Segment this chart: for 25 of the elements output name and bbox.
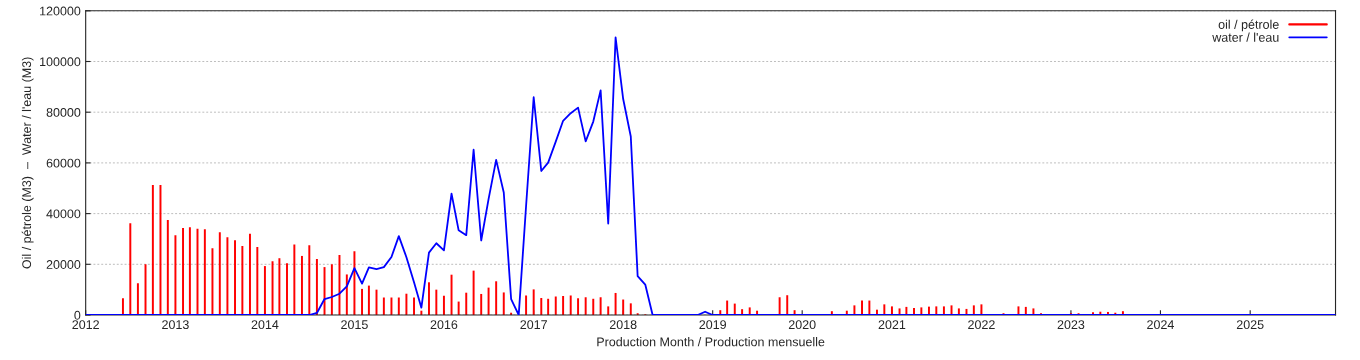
x-tick-label: 2024 [1147, 320, 1174, 330]
x-tick-label: 2014 [251, 320, 279, 330]
y-tick-label: 100000 [40, 57, 81, 67]
y-axis-title: Oil / pétrole (M3) – Water / l'eau (M3) [21, 57, 34, 269]
legend-label: water / l'eau [1212, 32, 1279, 42]
x-tick-label: 2023 [1057, 320, 1085, 330]
x-tick-label: 2025 [1236, 320, 1264, 330]
x-tick-label: 2013 [162, 320, 189, 330]
y-tick-label: 20000 [46, 260, 81, 269]
y-tick-label: 60000 [46, 158, 81, 168]
x-tick-label: 2015 [341, 320, 368, 330]
x-tick-label: 2022 [968, 320, 995, 330]
x-tick-label: 2017 [520, 320, 547, 330]
x-tick-label: 2019 [699, 320, 726, 330]
x-tick-label: 2020 [788, 320, 816, 330]
y-tick-label: 0 [74, 310, 81, 320]
y-tick-label: 40000 [46, 209, 81, 219]
x-axis-title: Production Month / Production mensuelle [597, 337, 825, 347]
x-tick-label: 2016 [430, 320, 458, 330]
legend-label: oil / pétrole [1218, 19, 1279, 32]
x-tick-label: 2021 [878, 320, 906, 330]
y-tick-label: 120000 [40, 6, 81, 16]
x-tick-label: 2012 [72, 320, 99, 330]
y-tick-label: 80000 [46, 108, 81, 117]
x-tick-label: 2018 [609, 320, 637, 330]
